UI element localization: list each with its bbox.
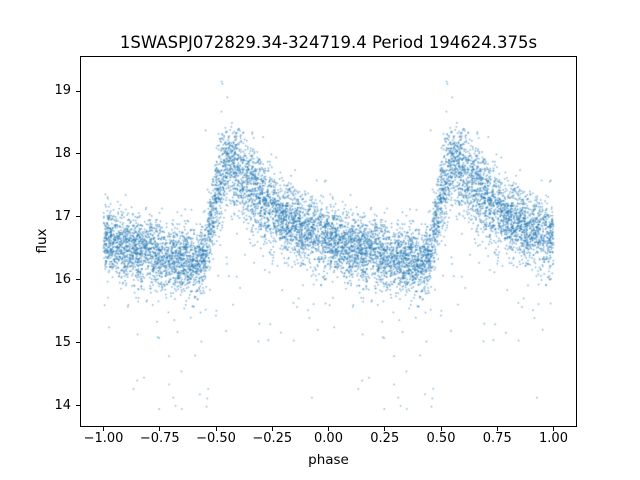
x-tick-mark	[215, 427, 217, 431]
y-tick-mark	[76, 405, 80, 407]
plot-area-spines	[80, 56, 577, 427]
y-tick-mark	[76, 342, 80, 344]
x-tick-label: −1.00	[83, 431, 124, 446]
x-tick-mark	[440, 427, 442, 431]
y-tick-label: 14	[54, 397, 71, 413]
y-tick-mark	[76, 153, 80, 155]
x-tick-mark	[159, 427, 161, 431]
y-tick-label: 18	[54, 145, 71, 161]
y-tick-label: 16	[54, 271, 71, 287]
y-tick-mark	[76, 279, 80, 281]
y-tick-mark	[76, 216, 80, 218]
x-tick-mark	[328, 427, 329, 431]
x-tick-mark	[553, 427, 554, 431]
y-tick-label: 15	[54, 334, 71, 350]
x-tick-label: −0.25	[252, 431, 293, 446]
x-tick-label: 0.75	[482, 431, 512, 446]
scatter-points-canvas	[81, 57, 576, 426]
x-axis-label: phase	[308, 452, 349, 468]
x-tick-label: 0.50	[426, 431, 456, 446]
x-tick-mark	[271, 427, 273, 431]
y-axis-label: flux	[34, 228, 50, 254]
x-tick-label: −0.75	[139, 431, 180, 446]
y-tick-label: 19	[54, 83, 71, 98]
x-tick-label: −0.50	[196, 431, 236, 446]
x-tick-mark	[103, 427, 104, 431]
x-tick-label: 0.00	[314, 431, 343, 446]
y-tick-label: 17	[54, 208, 71, 224]
chart-title: 1SWASPJ072829.34-324719.4 Period 194624.…	[119, 33, 538, 52]
x-tick-mark	[384, 427, 386, 431]
x-tick-label: 0.25	[370, 431, 400, 446]
y-tick-mark	[76, 90, 80, 92]
x-tick-label: 1.00	[539, 431, 568, 446]
x-tick-mark	[496, 427, 498, 431]
